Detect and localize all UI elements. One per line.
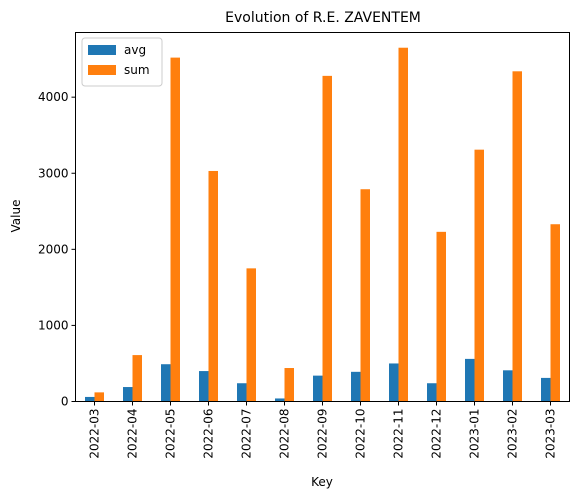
bar-sum-2022-10	[360, 189, 370, 402]
bar-sum-2022-09	[322, 75, 332, 402]
bar-sum-2022-06	[208, 170, 218, 402]
x-tick-label: 2022-12	[430, 409, 444, 459]
bar-avg-2022-08	[275, 398, 285, 402]
bar-avg-2022-09	[313, 375, 323, 402]
y-axis-title: Value	[9, 200, 23, 233]
legend-label-avg: avg	[124, 43, 146, 57]
bar-avg-2022-03	[85, 396, 95, 402]
bar-avg-2022-11	[389, 363, 399, 402]
bar-avg-2022-10	[351, 371, 361, 402]
bar-sum-2023-03	[550, 224, 560, 402]
x-tick-label: 2022-04	[126, 409, 140, 459]
x-tick-label: 2022-11	[392, 409, 406, 459]
bar-sum-2023-02	[512, 71, 522, 402]
y-axis: 0 1000 2000 3000 4000	[38, 90, 76, 409]
bar-sum-2022-03	[94, 392, 104, 402]
x-axis-title: Key	[311, 475, 333, 489]
bar-sum-2022-05	[170, 57, 180, 402]
legend: avg sum	[81, 37, 163, 87]
bar-avg-2022-04	[123, 387, 133, 402]
x-tick-label: 2023-02	[506, 409, 520, 459]
bar-sum-2022-12	[436, 231, 446, 402]
bar-sum-2022-07	[246, 268, 256, 402]
y-tick-label: 2000	[38, 242, 69, 256]
y-tick-label: 3000	[38, 166, 69, 180]
x-tick-label: 2022-05	[164, 409, 178, 459]
legend-swatch-avg	[88, 45, 116, 55]
x-tick-label: 2023-01	[468, 409, 482, 459]
x-tick-label: 2022-07	[240, 409, 254, 459]
bar-avg-2022-12	[427, 383, 437, 402]
x-tick-label: 2023-03	[544, 409, 558, 459]
x-tick-label: 2022-06	[202, 409, 216, 459]
legend-swatch-sum	[88, 65, 116, 75]
x-tick-label: 2022-08	[278, 409, 292, 459]
bar-avg-2022-06	[199, 371, 209, 402]
x-tick-label: 2022-03	[88, 409, 102, 459]
bar-sum-2022-11	[398, 47, 408, 402]
x-tick-label: 2022-10	[354, 409, 368, 459]
bar-sum-2023-01	[474, 149, 484, 402]
bar-avg-2022-07	[237, 383, 247, 402]
x-tick-label: 2022-09	[316, 409, 330, 459]
y-tick-label: 0	[61, 395, 69, 409]
bars-group	[85, 47, 560, 402]
bar-sum-2022-08	[284, 368, 294, 402]
bar-avg-2023-01	[465, 358, 475, 402]
legend-label-sum: sum	[124, 63, 150, 77]
chart-title: Evolution of R.E. ZAVENTEM	[225, 10, 421, 26]
bar-sum-2022-04	[132, 355, 142, 402]
bar-avg-2023-03	[541, 377, 551, 402]
bar-avg-2022-05	[161, 364, 171, 402]
bar-avg-2023-02	[503, 370, 513, 402]
y-tick-label: 1000	[38, 318, 69, 332]
y-tick-label: 4000	[38, 90, 69, 104]
x-axis: 2022-03 2022-04 2022-05 2022-06 2022-07 2022-…	[88, 401, 558, 459]
